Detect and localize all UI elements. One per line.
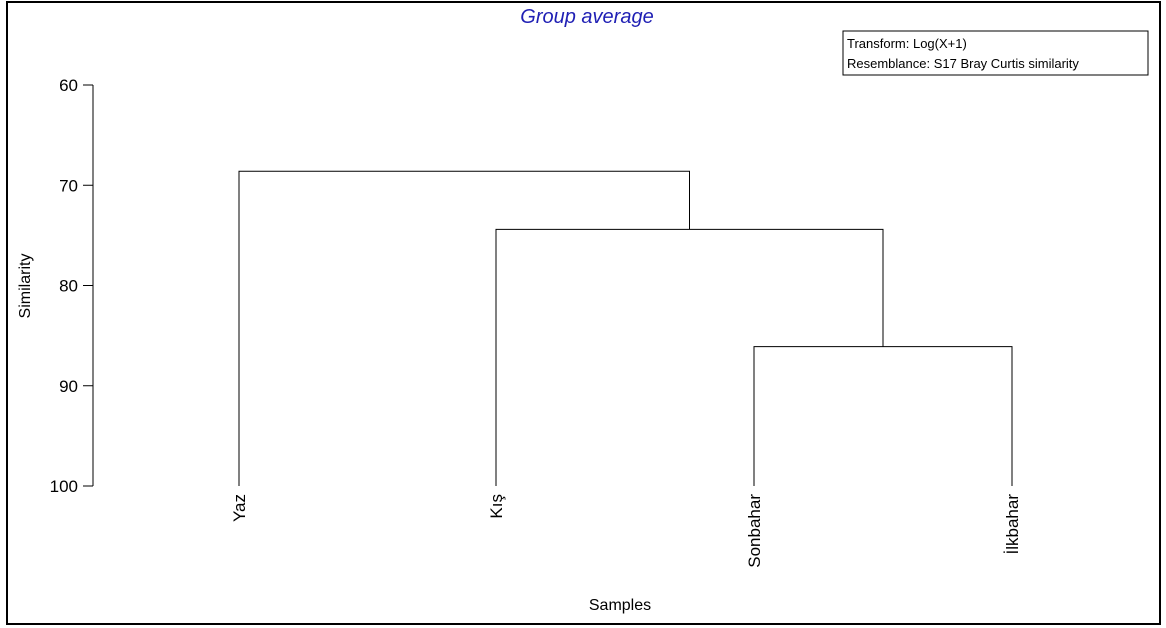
legend-resemblance-text: Resemblance: S17 Bray Curtis similarity (847, 56, 1079, 71)
leaf-label: Sonbahar (745, 494, 764, 568)
dendrogram-link (495, 228, 884, 486)
y-tick-label: 70 (59, 176, 78, 195)
y-ticks: 60 70 80 90 100 (50, 76, 93, 496)
x-axis-label: Samples (589, 597, 651, 614)
y-axis-label: Similarity (17, 254, 34, 319)
legend-transform-text: Transform: Log(X+1) (847, 36, 967, 51)
leaf-label: Yaz (230, 494, 249, 522)
chart-title: Group average (520, 6, 653, 28)
y-tick-label: 100 (50, 477, 78, 496)
dendrogram-links (238, 170, 1013, 486)
dendrogram-link (238, 170, 690, 486)
leaf-label: Kış (487, 494, 506, 519)
leaf-label: İlkbahar (1003, 494, 1022, 555)
legend-box: Transform: Log(X+1) Resemblance: S17 Bra… (842, 30, 1149, 76)
chart-border (6, 1, 1161, 625)
y-tick-label: 60 (59, 76, 78, 95)
dendrogram-link (753, 346, 1013, 486)
y-axis: 60 70 80 90 100 (50, 76, 94, 496)
y-tick-label: 90 (59, 377, 78, 396)
leaf-labels: Yaz Kış Sonbahar İlkbahar (230, 494, 1022, 568)
y-tick-label: 80 (59, 277, 78, 296)
legend-frame (842, 30, 1149, 76)
